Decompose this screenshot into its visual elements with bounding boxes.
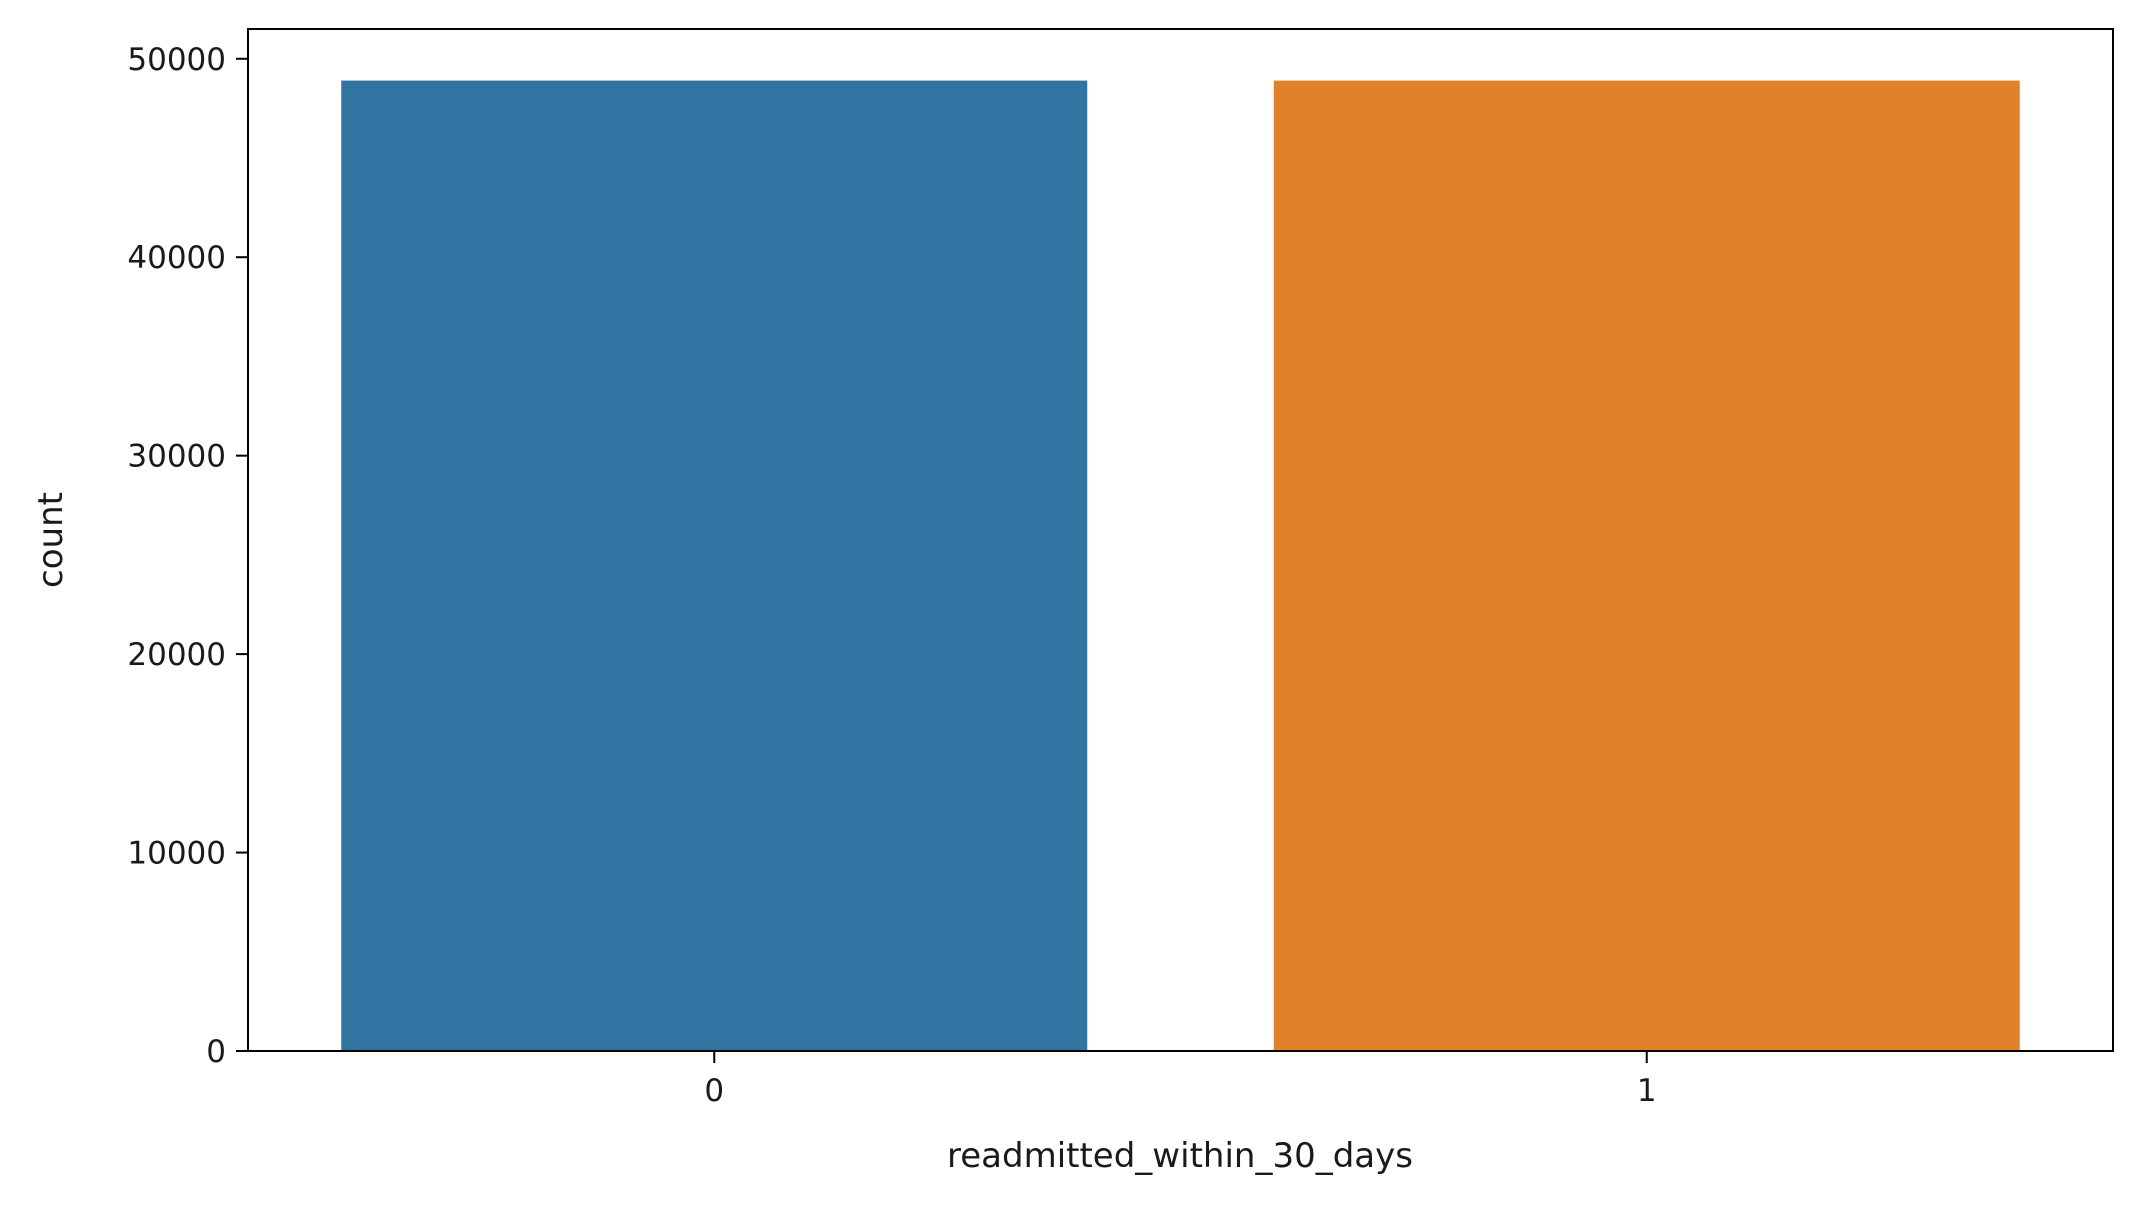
bar-0 xyxy=(341,80,1088,1051)
plot-frame xyxy=(247,28,2114,1052)
bars-group xyxy=(341,80,2020,1051)
y-tick-label: 20000 xyxy=(127,637,226,673)
x-tick-label: 1 xyxy=(1637,1073,1657,1109)
y-axis-ticks: 0 10000 20000 30000 40000 50000 xyxy=(127,42,248,1070)
y-axis-label: count xyxy=(31,492,71,588)
y-tick-label: 40000 xyxy=(127,240,226,276)
y-tick-label: 30000 xyxy=(127,439,226,475)
x-axis-label: readmitted_within_30_days xyxy=(947,1136,1413,1176)
bar-1 xyxy=(1273,80,2020,1051)
x-tick-label: 0 xyxy=(704,1073,724,1109)
y-tick-label: 50000 xyxy=(127,42,226,78)
y-tick-label: 0 xyxy=(206,1034,226,1070)
y-tick-label: 10000 xyxy=(127,836,226,872)
